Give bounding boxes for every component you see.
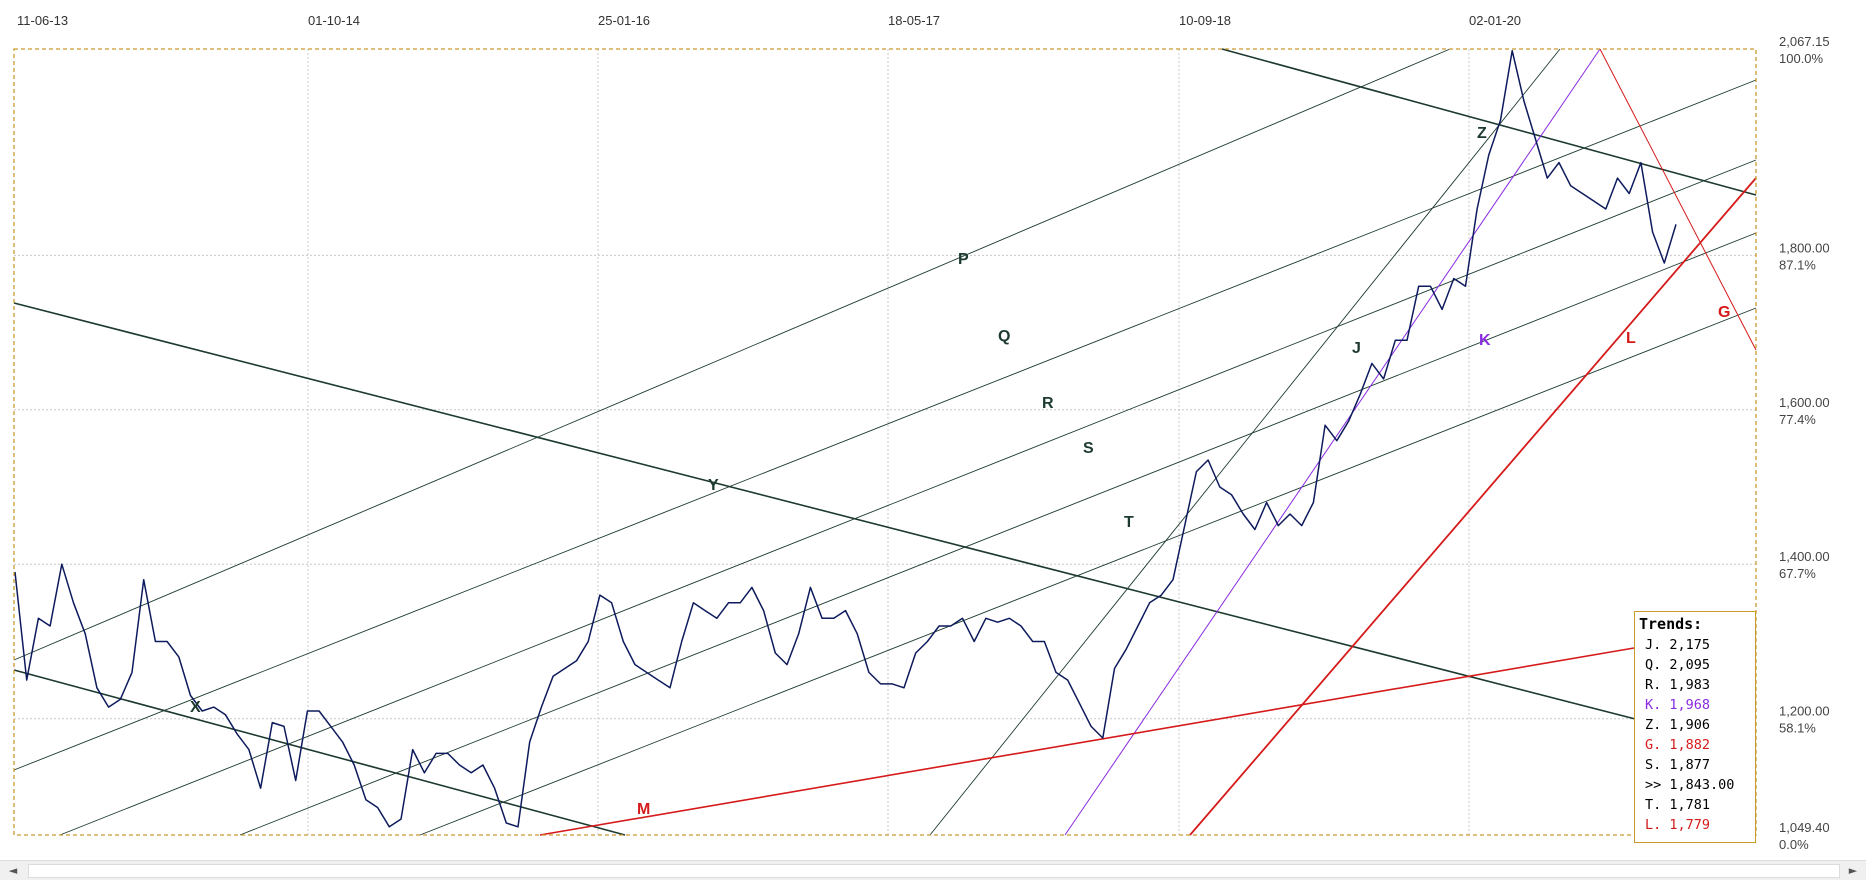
horizontal-scrollbar[interactable]: ◄ ► [0, 860, 1866, 880]
trendline-label: R [1042, 395, 1054, 412]
trend-row: >> 1,843.00 [1645, 777, 1735, 793]
trends-legend: Trends: J. 2,175 Q. 2,095 R. 1,983 K. 1,… [1634, 611, 1756, 843]
trendline [1599, 48, 1757, 351]
date-tick-label: 02-01-20 [1469, 13, 1521, 28]
trendline [239, 232, 1757, 836]
trendline [419, 307, 1757, 836]
plot-frame [13, 48, 1757, 836]
trend-row: T. 1,781 [1645, 797, 1711, 813]
price-tick-label: 1,400.00 [1779, 549, 1830, 564]
trend-row: S. 1,877 [1645, 757, 1711, 773]
trendline-label: P [958, 251, 969, 268]
trendline [1189, 177, 1757, 836]
date-tick-label: 11-06-13 [17, 13, 68, 28]
price-axis: 2,067.15 100.0% 1,800.00 87.1% 1,600.00 77.4%… [1779, 34, 1830, 852]
trendline [929, 48, 1561, 836]
trend-row: R. 1,983 [1645, 677, 1711, 693]
percent-tick-label: 87.1% [1779, 257, 1816, 272]
trend-row: J. 2,175 [1645, 637, 1711, 653]
price-line [14, 49, 1677, 828]
percent-tick-label: 67.7% [1779, 566, 1816, 581]
trendline-label: L [1626, 330, 1636, 347]
trendline-label: M [637, 801, 650, 818]
scroll-left-icon[interactable]: ◄ [8, 864, 18, 877]
trend-row: L. 1,779 [1645, 817, 1711, 833]
trend-row: Z. 1,906 [1645, 717, 1711, 733]
trendline [59, 159, 1757, 836]
percent-tick-label: 100.0% [1779, 51, 1824, 66]
date-tick-label: 10-09-18 [1179, 13, 1231, 28]
trendline [1064, 48, 1601, 836]
trendlines [13, 48, 1757, 836]
price-tick-label: 1,200.00 [1779, 704, 1830, 719]
date-tick-label: 25-01-16 [598, 13, 650, 28]
trendline-label: G [1718, 304, 1730, 321]
price-tick-label: 2,067.15 [1779, 34, 1830, 49]
trendline [13, 48, 1451, 661]
date-tick-label: 01-10-14 [308, 13, 360, 28]
trend-row: K. 1,968 [1645, 697, 1711, 713]
trendline [13, 79, 1757, 771]
percent-tick-label: 0.0% [1779, 837, 1809, 852]
trendline [13, 302, 1757, 751]
trendline-label: X [190, 699, 201, 716]
scroll-thumb[interactable] [28, 864, 1840, 878]
trend-row: G. 1,882 [1645, 737, 1711, 753]
date-tick-label: 18-05-17 [888, 13, 940, 28]
trendline-label: K [1479, 332, 1491, 349]
trendline-label: S [1083, 440, 1094, 457]
trends-legend-title: Trends: [1639, 615, 1703, 633]
trendline-label: T [1124, 514, 1134, 531]
grid-lines [14, 49, 1756, 835]
trendline-label: Z [1477, 125, 1487, 142]
percent-tick-label: 77.4% [1779, 412, 1816, 427]
price-tick-label: 1,800.00 [1779, 240, 1830, 255]
chart-area: 11-06-13 01-10-14 25-01-16 18-05-17 10-09-18… [13, 13, 1830, 852]
date-axis: 11-06-13 01-10-14 25-01-16 18-05-17 10-09-18… [17, 13, 1521, 28]
trendline [539, 647, 1635, 836]
price-chart: 11-06-13 01-10-14 25-01-16 18-05-17 10-09-18… [13, 13, 1830, 852]
scroll-right-icon[interactable]: ► [1848, 864, 1858, 877]
price-series [14, 49, 1677, 828]
trendline [1221, 48, 1757, 196]
trendline-label: J [1352, 340, 1361, 357]
price-tick-label: 1,049.40 [1779, 820, 1830, 835]
percent-tick-label: 58.1% [1779, 721, 1816, 736]
price-tick-label: 1,600.00 [1779, 395, 1830, 410]
trendline-labels: P Q R S T Y X Z J K L G M [190, 125, 1730, 818]
trendline [13, 669, 626, 836]
trendline-label: Y [708, 477, 719, 494]
trend-row: Q. 2,095 [1645, 657, 1711, 673]
trendline-label: Q [998, 328, 1010, 345]
